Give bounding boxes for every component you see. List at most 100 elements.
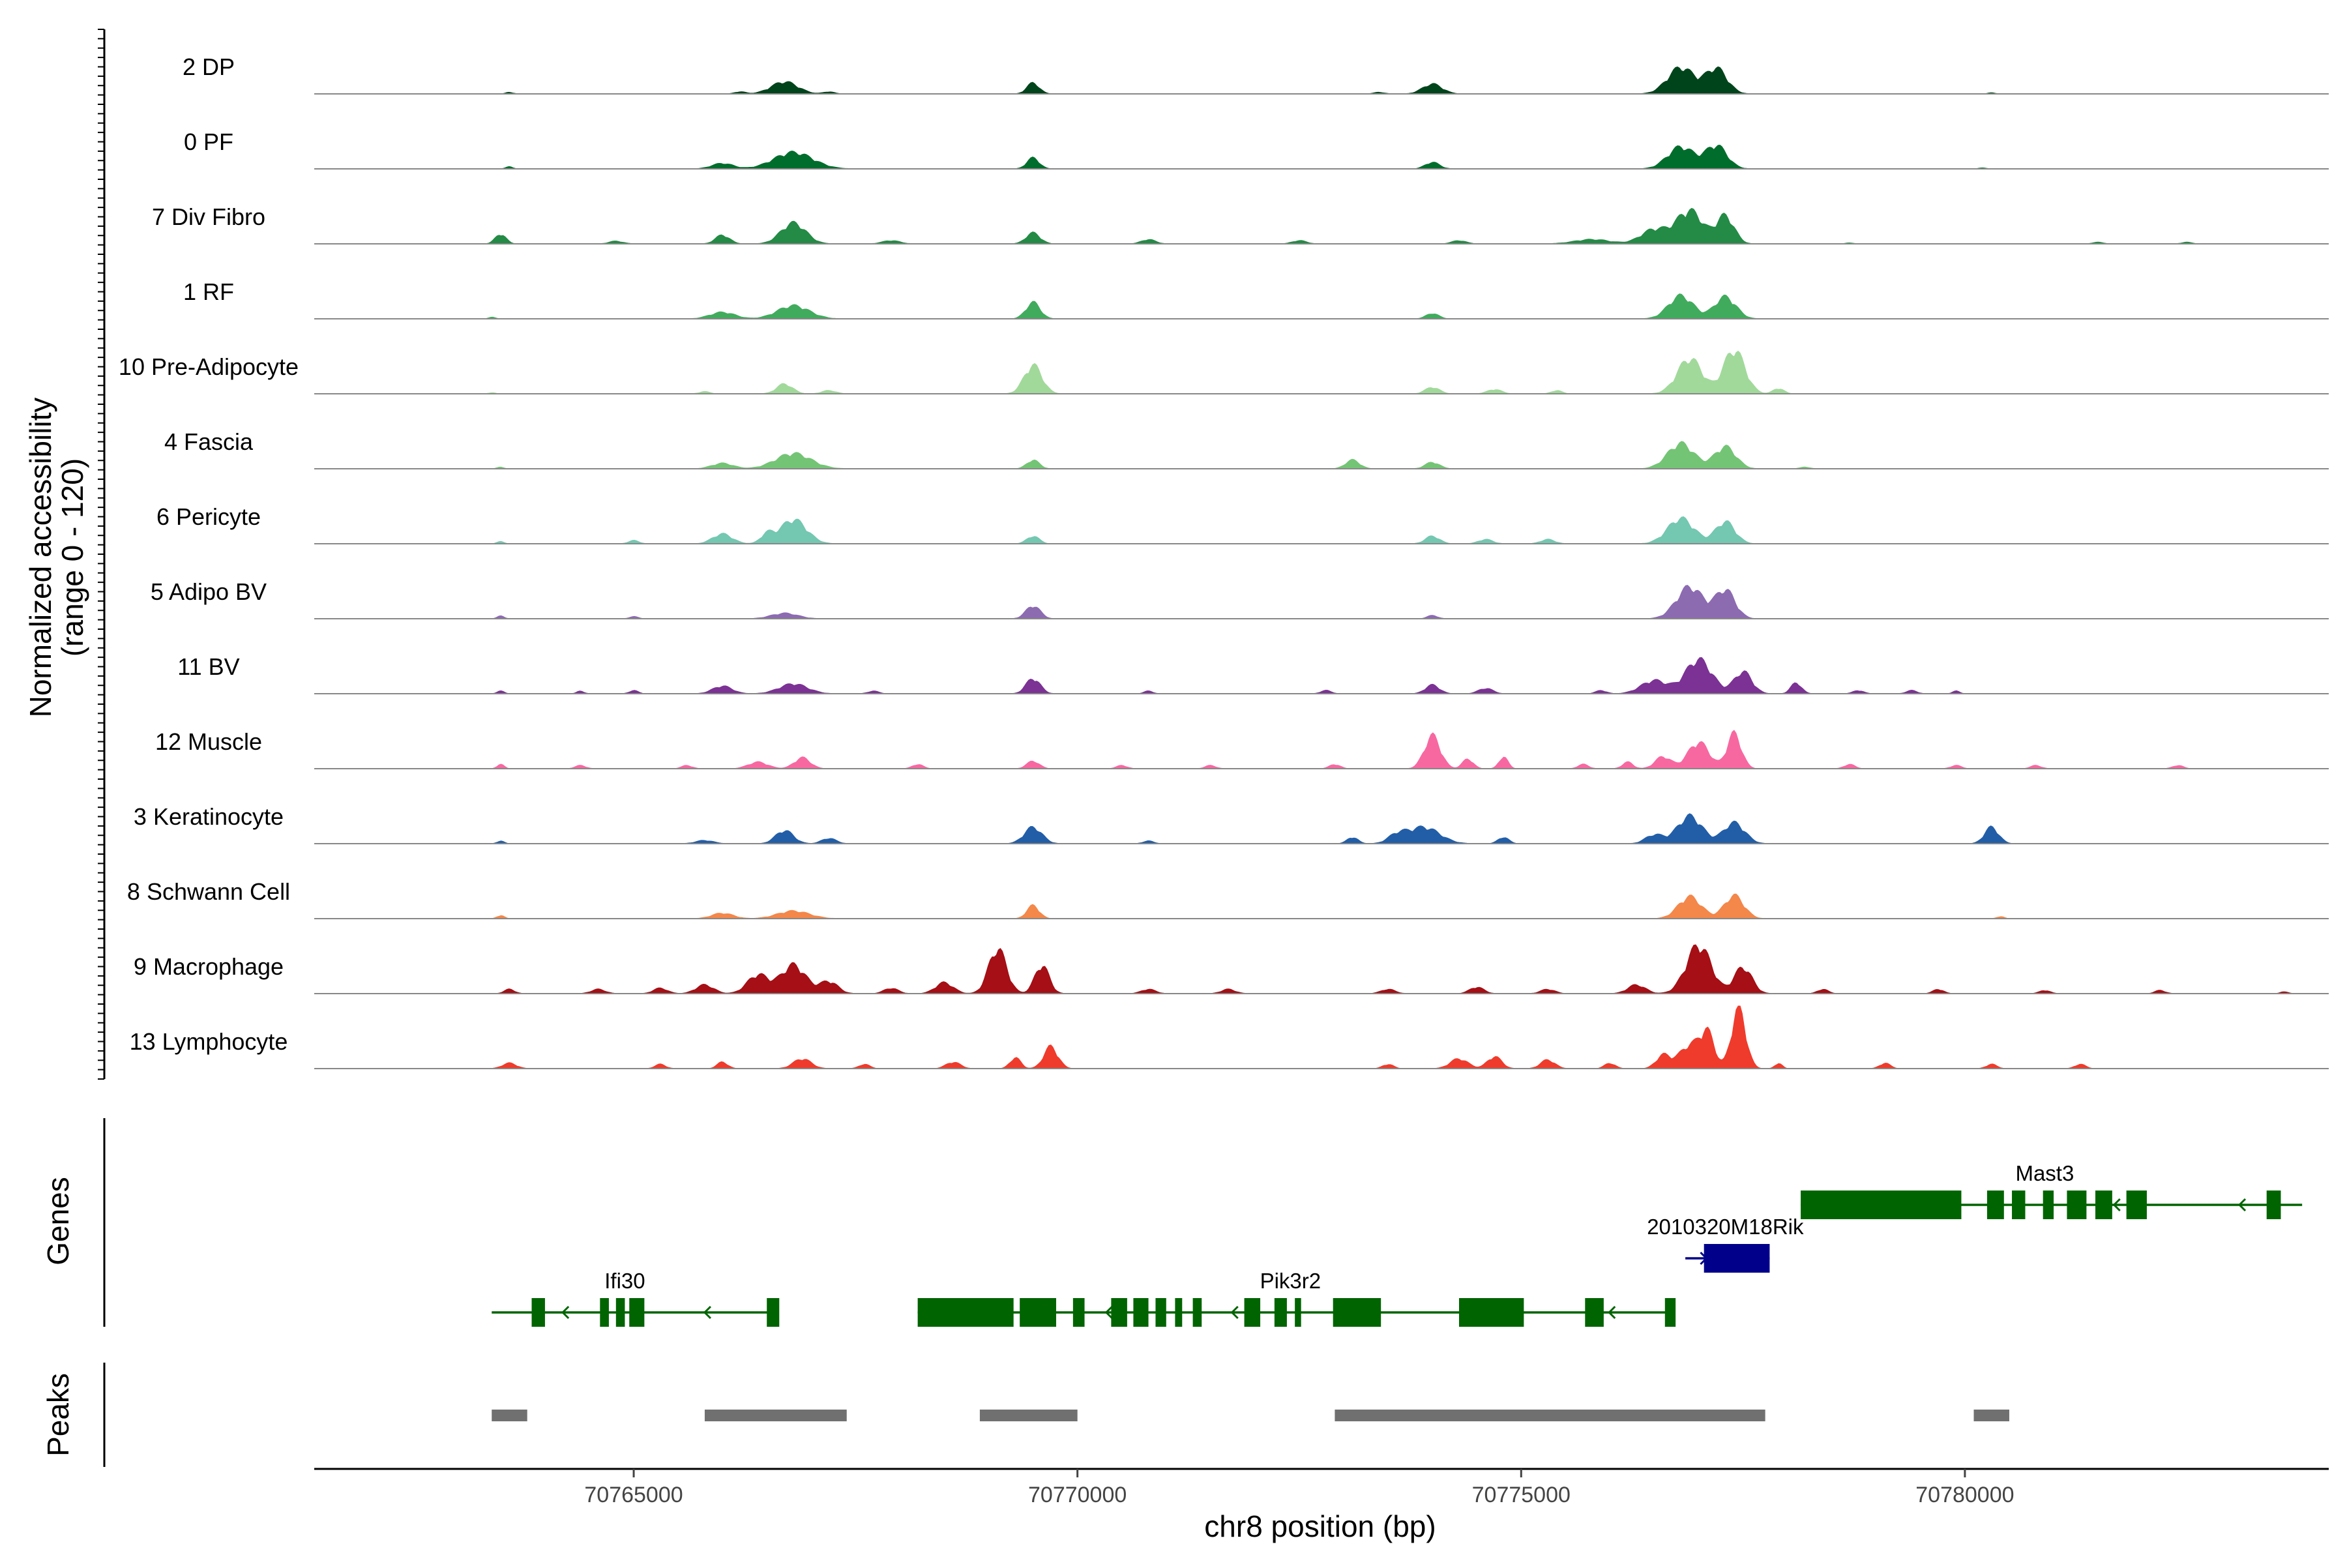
gene-exon [1133,1298,1149,1327]
coverage-track: 5 Adipo BV [151,578,2329,619]
gene-exon [2067,1191,2087,1219]
peaks-track-title: Peaks [41,1373,75,1457]
gene-exon [1585,1298,1604,1327]
coverage-track: 1 RF [183,278,2329,319]
strand-arrow [2112,1198,2121,1212]
gene-exon [1986,1191,2004,1219]
track-label: 2 DP [183,53,235,80]
coverage-area [482,730,2303,769]
coverage-track: 6 Pericyte [156,503,2329,544]
strand-arrow [2237,1198,2247,1212]
coverage-area [482,441,2303,469]
x-tick-label: 70765000 [584,1483,683,1507]
gene-exon [2266,1191,2281,1219]
gene-exon [600,1298,609,1327]
coverage-track: 7 Div Fibro [152,203,2329,244]
coverage-area [482,1005,2303,1069]
genes-track-title: Genes [41,1177,75,1265]
peak-region [1335,1410,1765,1421]
coverage-area [482,144,2303,170]
coverage-area [482,657,2303,694]
track-label: 11 BV [177,653,239,680]
track-label: 5 Adipo BV [151,578,267,605]
gene-exon [615,1298,625,1327]
coverage-track: 2 DP [183,53,2329,95]
track-label: 0 PF [184,128,233,155]
x-axis: 70765000 70770000 70775000 70780000 [314,1468,2329,1507]
coverage-track: 13 Lymphocyte [130,1005,2329,1069]
coverage-area [482,585,2303,619]
gene-exon [767,1298,780,1327]
gene-exon [1333,1298,1381,1327]
gene-exon [1175,1298,1183,1327]
track-label: 12 Muscle [155,728,262,755]
coverage-track: 9 Macrophage [134,944,2329,994]
coverage-y-axis [98,29,106,1080]
coverage-area [482,813,2303,844]
gene-exon [531,1298,545,1327]
strand-arrow [1230,1305,1239,1320]
track-label: 8 Schwann Cell [127,878,290,905]
coverage-area [482,893,2303,919]
track-label: 6 Pericyte [156,503,261,530]
coverage-track: 0 PF [184,128,2329,170]
gene-exon [1111,1298,1127,1327]
strand-arrow [561,1305,570,1320]
gene-model: Pik3r2 [917,1269,1676,1327]
track-label: 10 Pre-Adipocyte [119,353,299,380]
coverage-area [482,350,2303,394]
x-tick-label: 70775000 [1472,1483,1571,1507]
coverage-area [482,66,2303,95]
track-label: 9 Macrophage [134,953,284,980]
gene-model: 2010320M18Rik [1647,1215,1804,1273]
strand-arrow [1608,1305,1616,1320]
x-tick-label: 70770000 [1028,1483,1127,1507]
coverage-track: 12 Muscle [155,728,2329,769]
gene-annotation-track: Ifi30 Pik3r2 2010320M18Rik Mast3 [103,1118,2303,1327]
gene-exon [1192,1298,1202,1327]
coverage-track: 10 Pre-Adipocyte [119,350,2329,394]
track-label: 4 Fascia [164,428,254,455]
gene-exon [1458,1298,1524,1327]
gene-model: Ifi30 [492,1269,780,1327]
gene-label: 2010320M18Rik [1647,1215,1804,1239]
track-label: 7 Div Fibro [152,203,265,230]
y-axis-title: Normalized accessibility [23,398,57,718]
coverage-track: 11 BV [177,653,2329,694]
gene-label: Ifi30 [604,1269,645,1293]
coverage-area [482,207,2303,244]
gene-label: Mast3 [2015,1161,2074,1185]
gene-exon [1274,1298,1287,1327]
y-axis-range-label: (range 0 - 120) [55,458,89,657]
gene-label: Pik3r2 [1260,1269,1321,1293]
peak-region [704,1410,847,1421]
x-axis-title: chr8 position (bp) [1204,1509,1436,1543]
peak-region [1973,1410,2009,1421]
strand-arrow [1104,1305,1113,1320]
peak-region [492,1410,527,1421]
gene-exon [629,1298,645,1327]
strand-arrow [703,1305,712,1320]
gene-exon [1072,1298,1085,1327]
gene-exon [1295,1298,1301,1327]
coverage-tracks: 2 DP 0 PF 7 Div Fibro 1 RF 10 Pre-Adipocyte 4… [119,53,2329,1069]
gene-exon [917,1298,1014,1327]
coverage-track: 4 Fascia [164,428,2329,469]
gene-exon [2043,1191,2054,1219]
coverage-track: 3 Keratinocyte [134,803,2329,844]
gene-exon [2012,1191,2026,1219]
gene-exon [1244,1298,1261,1327]
track-label: 13 Lymphocyte [130,1028,288,1055]
gene-model: Mast3 [1801,1161,2303,1219]
peak-region [979,1410,1078,1421]
peaks-track [103,1363,2009,1467]
x-tick-label: 70780000 [1915,1483,2014,1507]
coverage-area [482,293,2303,319]
gene-exon [1704,1244,1770,1273]
gene-exon [1155,1298,1166,1327]
gene-exon [1801,1191,1962,1219]
gene-exon [1664,1298,1676,1327]
gene-exon [2126,1191,2147,1219]
